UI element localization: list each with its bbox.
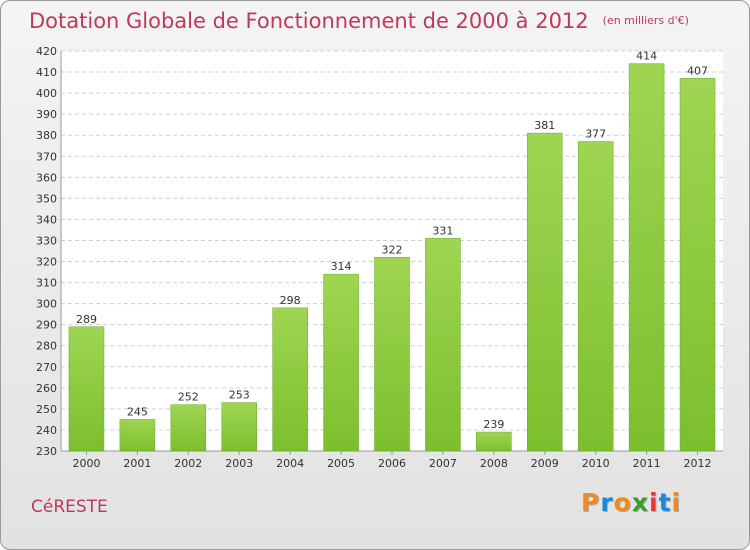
logo-letter: x xyxy=(631,488,649,517)
x-tick-label: 2005 xyxy=(327,457,355,470)
x-tick-label: 2004 xyxy=(276,457,304,470)
logo-letter: o xyxy=(613,488,632,517)
y-tick-label: 240 xyxy=(36,424,57,437)
data-label: 381 xyxy=(534,119,555,132)
data-label: 414 xyxy=(636,50,657,63)
logo-letter: t xyxy=(658,488,672,517)
y-tick-label: 300 xyxy=(36,298,57,311)
x-tick-label: 2012 xyxy=(684,457,712,470)
y-tick-label: 400 xyxy=(36,87,57,100)
bar xyxy=(374,257,410,452)
y-tick-label: 330 xyxy=(36,234,57,247)
data-label: 252 xyxy=(178,391,199,404)
y-tick-label: 230 xyxy=(36,445,57,458)
x-tick-label: 2006 xyxy=(378,457,406,470)
bar xyxy=(476,431,512,452)
data-label: 253 xyxy=(229,389,250,402)
y-tick-label: 320 xyxy=(36,256,57,269)
x-tick-label: 2003 xyxy=(225,457,253,470)
x-tick-label: 2011 xyxy=(633,457,661,470)
y-tick-label: 280 xyxy=(36,340,57,353)
y-tick-label: 250 xyxy=(36,403,57,416)
x-tick-label: 2008 xyxy=(480,457,508,470)
data-label: 289 xyxy=(76,313,97,326)
bar xyxy=(679,78,716,452)
y-tick-label: 290 xyxy=(36,319,57,332)
y-tick-label: 360 xyxy=(36,171,57,184)
y-tick-label: 420 xyxy=(36,45,57,58)
bar xyxy=(170,404,207,452)
y-tick-label: 350 xyxy=(36,192,57,205)
y-tick-label: 410 xyxy=(36,66,57,79)
x-tick-label: 2000 xyxy=(72,457,100,470)
logo-letter: i xyxy=(671,488,682,517)
data-label: 322 xyxy=(382,243,403,256)
bar xyxy=(68,326,105,452)
data-label: 377 xyxy=(585,128,606,141)
y-tick-label: 260 xyxy=(36,382,57,395)
bar xyxy=(323,273,359,452)
bar xyxy=(119,419,156,452)
bar xyxy=(221,402,257,452)
chart-title: Dotation Globale de Fonctionnement de 20… xyxy=(29,9,689,33)
chart-subtitle: (en milliers d'€) xyxy=(602,14,689,27)
bar xyxy=(628,63,665,452)
x-tick-label: 2002 xyxy=(174,457,202,470)
data-label: 314 xyxy=(331,260,352,273)
y-tick-label: 370 xyxy=(36,150,57,163)
data-label: 239 xyxy=(483,418,504,431)
x-tick-label: 2001 xyxy=(123,457,151,470)
chart-title-text: Dotation Globale de Fonctionnement de 20… xyxy=(29,9,589,33)
y-tick-label: 390 xyxy=(36,108,57,121)
y-tick-label: 310 xyxy=(36,277,57,290)
data-label: 245 xyxy=(127,405,148,418)
x-tick-label: 2010 xyxy=(582,457,610,470)
logo-letter: P xyxy=(581,488,601,517)
commune-name: CéRESTE xyxy=(31,497,108,517)
y-tick-label: 270 xyxy=(36,361,57,374)
logo-letter: i xyxy=(649,488,659,517)
y-tick-label: 340 xyxy=(36,213,57,226)
data-label: 407 xyxy=(687,64,708,77)
x-tick-label: 2007 xyxy=(429,457,457,470)
y-tick-label: 380 xyxy=(36,129,57,142)
logo-letter: r xyxy=(600,488,614,517)
data-label: 331 xyxy=(432,224,453,237)
bar xyxy=(425,238,461,452)
bar xyxy=(527,132,563,452)
proxiti-logo: Proxiti xyxy=(581,488,681,517)
x-tick-label: 2009 xyxy=(531,457,559,470)
data-label: 298 xyxy=(280,294,301,307)
bar xyxy=(272,307,308,452)
bar xyxy=(577,141,614,452)
